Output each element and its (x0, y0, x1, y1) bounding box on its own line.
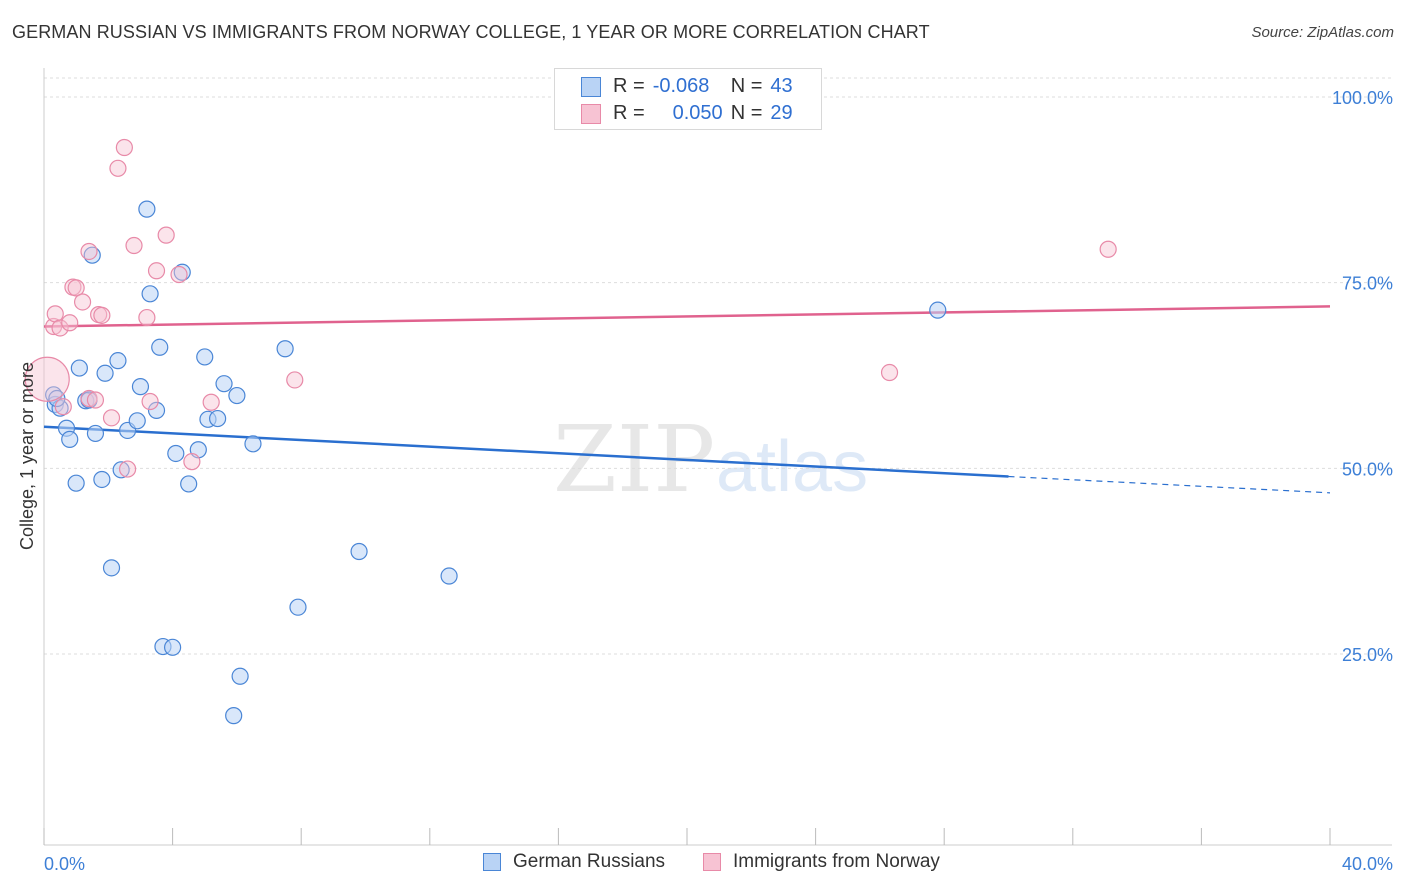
point-norway (80, 242, 98, 261)
legend-row-norway: R = 0.050 N = 29 (581, 102, 793, 125)
point-german-russians (70, 359, 88, 377)
point-german-russians (131, 378, 150, 396)
point-norway (286, 371, 304, 389)
point-german-russians (209, 409, 227, 428)
y-axis-title: College, 1 year or more (17, 362, 37, 550)
point-norway (80, 389, 98, 408)
point-norway (183, 453, 201, 471)
y-tick-label: 25.0% (1342, 645, 1393, 665)
point-norway (125, 236, 143, 255)
r-label: R = (613, 102, 645, 124)
point-german-russians (96, 364, 114, 382)
point-german-russians (164, 638, 182, 656)
r-value: -0.068 (652, 75, 710, 97)
point-norway (880, 363, 899, 382)
point-norway (157, 226, 175, 244)
pink-swatch (581, 103, 601, 124)
point-german-russians (61, 430, 79, 448)
gridlines (44, 77, 1392, 655)
point-german-russians (929, 301, 947, 319)
point-norway (170, 265, 188, 284)
point-german-russians (244, 435, 262, 453)
y-tick-label: 100.0% (1332, 88, 1393, 108)
blue-swatch (483, 853, 501, 871)
y-tick-label: 75.0% (1342, 274, 1393, 294)
point-german-russians (350, 542, 368, 561)
source-credit: Source: ZipAtlas.com (1251, 24, 1394, 41)
legend-item-norway[interactable]: Immigrants from Norway (703, 851, 940, 873)
legend-label: German Russians (513, 851, 666, 872)
point-norway (24, 356, 70, 402)
y-tick-label: 50.0% (1342, 459, 1393, 479)
point-norway (141, 392, 159, 411)
axes (43, 68, 1392, 846)
point-german-russians (93, 470, 111, 489)
point-norway (51, 319, 69, 337)
legend-row-german-russians: R = -0.068 N = 43 (581, 75, 793, 98)
blue-swatch (581, 76, 601, 97)
point-norway (202, 393, 220, 411)
point-german-russians (109, 352, 127, 370)
x-tick-label: 0.0% (44, 854, 85, 874)
correlation-legend: R = -0.068 N = 43 R = 0.050 N = 29 (554, 68, 822, 130)
point-german-russians (180, 475, 198, 493)
point-norway (61, 314, 79, 332)
point-norway (109, 159, 127, 177)
point-german-russians (141, 285, 159, 303)
point-norway (147, 262, 166, 280)
point-german-russians (215, 375, 233, 393)
point-german-russians (147, 401, 166, 420)
point-german-russians (102, 559, 121, 577)
point-german-russians (167, 444, 185, 463)
point-german-russians (276, 340, 294, 358)
point-german-russians (151, 338, 169, 356)
pink-swatch (703, 853, 721, 871)
point-norway (54, 398, 72, 416)
point-german-russians (225, 707, 243, 725)
german-russians-points (45, 200, 947, 725)
point-german-russians (138, 200, 156, 218)
point-norway (138, 308, 156, 327)
point-german-russians (196, 348, 214, 366)
point-norway (1099, 240, 1117, 258)
norway-points (24, 138, 1117, 478)
point-german-russians (86, 424, 105, 443)
r-label: R = (613, 75, 645, 97)
r-value: 0.050 (672, 102, 723, 124)
point-norway (73, 293, 92, 311)
point-norway (118, 460, 137, 478)
chart-title: GERMAN RUSSIAN VS IMMIGRANTS FROM NORWAY… (12, 22, 930, 42)
trend-line-german-russians-extrapolated (1008, 475, 1331, 494)
point-german-russians (112, 461, 130, 479)
point-norway (115, 138, 133, 157)
trend-lines (43, 305, 1331, 494)
n-label: N = (730, 102, 763, 124)
point-german-russians (128, 412, 146, 430)
axis-labels: 25.0% 50.0% 75.0% 100.0% 0.0% 40.0% College, 1… (17, 88, 1393, 874)
series-legend: German Russians Immigrants from Norway (0, 851, 1406, 879)
point-german-russians (67, 474, 85, 492)
point-german-russians (228, 386, 246, 405)
x-tick-label: 40.0% (1342, 854, 1393, 874)
point-german-russians (289, 598, 307, 616)
n-value: 43 (770, 75, 793, 97)
n-label: N = (730, 75, 763, 97)
trend-line-norway (43, 305, 1331, 328)
legend-label: Immigrants from Norway (733, 851, 940, 872)
n-value: 29 (770, 102, 793, 124)
point-norway (93, 306, 111, 324)
point-norway (102, 409, 121, 427)
point-norway (67, 279, 85, 297)
point-norway (86, 391, 105, 409)
trend-line-german-russians (43, 425, 1009, 478)
point-german-russians (231, 667, 249, 685)
legend-item-german-russians[interactable]: German Russians (483, 851, 665, 873)
point-german-russians (440, 567, 458, 585)
point-norway (45, 317, 63, 336)
